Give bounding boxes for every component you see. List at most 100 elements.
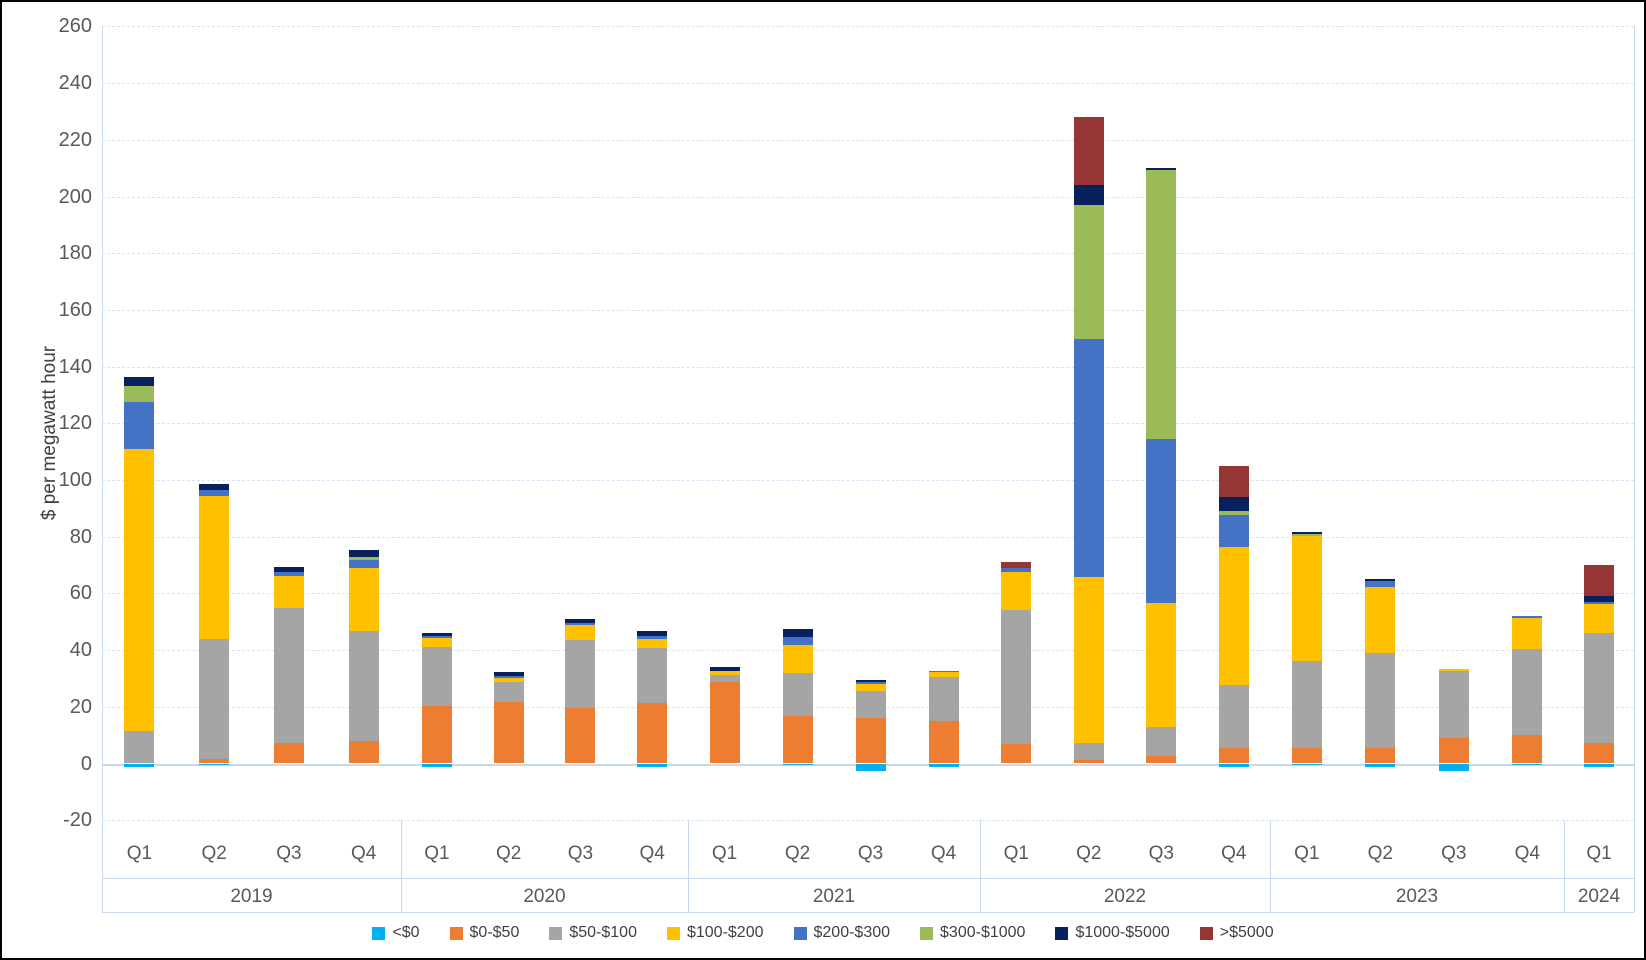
bar-segment-10005000 [1584,596,1614,603]
bar-segment-200300 [273,571,304,577]
bar-segment-50100 [1512,648,1543,736]
legend-item-5000: >$5000 [1199,924,1274,942]
legend: <$0 $0-$50 $50-$100 $100-$200 $200-$300 $300-… [2,924,1644,942]
y-tick-label: 40 [69,639,92,662]
legend-label: $0-$50 [469,924,520,941]
bar-segment-50100 [1001,610,1032,744]
bar-segment-200300 [124,402,155,449]
bar-segment-100200 [782,644,813,674]
bar-segment-10005000 [1146,168,1177,171]
bar-segment-200300 [1218,514,1249,548]
bar-segment-100200 [1365,586,1396,654]
x-label-year: 2019 [230,886,273,907]
bar-segment-100200 [124,448,155,732]
legend-swatch-icon [449,926,463,940]
gridline-260 [102,26,1634,28]
x-label-year: 2022 [1103,886,1147,907]
bar-segment-50100 [928,677,959,721]
bar-segment-neg [855,763,886,771]
x-label-year: 2020 [523,886,566,907]
bar-segment-5000 [1001,562,1032,568]
quarter-year-divider [102,878,1634,879]
legend-swatch-icon [1199,926,1213,940]
bar-segment-200300 [493,675,524,679]
x-label-quarter: Q2 [495,843,522,864]
y-tick-label: 60 [69,582,92,605]
legend-item-10005000: $1000-$5000 [1055,924,1170,942]
bar-segment-200300 [1365,581,1396,587]
bar-segment-200300 [1584,602,1614,604]
bar-segment-100200 [637,639,668,649]
bar-segment-200300 [421,636,452,639]
year-separator [1270,820,1271,912]
bar-segment-neg [421,763,452,767]
gridline-200 [102,196,1634,198]
gridline-120 [102,423,1634,425]
y-tick-label: 20 [69,695,92,718]
bar-segment-050 [1438,738,1469,764]
gridline-160 [102,309,1634,311]
bar-segment-100200 [1584,603,1614,634]
bar-segment-10005000 [273,567,304,572]
legend-label: $100-$200 [686,924,764,941]
bar-segment-3001000 [1218,511,1249,515]
bar-segment-neg [1584,763,1614,767]
bar-segment-050 [1218,747,1249,764]
bar-segment-neg [1291,763,1322,765]
x-label-quarter: Q1 [711,843,738,864]
x-label-quarter: Q4 [639,843,665,864]
bar-segment-50100 [782,673,813,716]
bar-segment-10005000 [782,628,813,638]
bar-segment-10005000 [565,619,596,623]
bar-segment-10005000 [855,680,886,683]
legend-swatch-icon [666,926,680,940]
bar-segment-100200 [1001,572,1032,611]
x-label-quarter: Q4 [350,843,377,864]
bar-segment-200300 [928,670,959,672]
bar-segment-200300 [199,490,230,496]
bar-segment-3001000 [124,386,155,403]
bar-segment-100200 [1073,577,1104,743]
bar-segment-050 [1146,755,1177,764]
bar-segment-50100 [124,731,155,764]
bar-segment-neg [928,763,959,767]
y-tick-label: 240 [58,72,92,95]
bar-segment-050 [1001,743,1032,764]
bar-segment-050 [565,707,596,764]
bar-segment-50100 [1073,742,1104,760]
gridline-240 [102,83,1634,85]
bar-segment-100200 [709,671,740,675]
bar-segment-050 [1365,747,1396,764]
legend-swatch-icon [372,926,386,940]
legend-swatch-icon [549,926,563,940]
bar-segment-neg [1365,763,1396,767]
bar-segment-3001000 [1291,533,1322,537]
bar-segment-50100 [565,640,596,708]
y-tick-label: 80 [69,525,92,548]
bar-segment-3001000 [348,556,379,560]
y-tick-label: 120 [58,412,92,435]
year-separator [980,820,981,912]
gridline-180 [102,253,1634,255]
y-tick-label: 260 [58,15,92,38]
legend-item-0: <$0 [372,924,420,942]
bar-segment-neg [782,763,813,766]
bar-segment-3001000 [1146,170,1177,439]
x-label-quarter: Q3 [857,843,884,864]
gridline-220 [102,139,1634,141]
bar-segment-50100 [1365,653,1396,748]
bar-segment-200300 [1001,567,1032,573]
x-label-quarter: Q3 [1148,843,1174,864]
bar-segment-050 [637,703,668,764]
bar-segment-200300 [348,559,379,569]
bar-segment-50100 [637,648,668,704]
legend-label: $1000-$5000 [1075,924,1170,941]
bar-segment-100200 [1146,602,1177,727]
bar-segment-100200 [199,495,230,640]
axis-bottom-line [102,912,1634,913]
x-label-quarter: Q1 [1003,843,1029,864]
x-label-quarter: Q2 [1076,843,1102,864]
bar-segment-050 [199,758,230,764]
legend-swatch-icon [1055,926,1069,940]
legend-label: <$0 [392,924,420,941]
